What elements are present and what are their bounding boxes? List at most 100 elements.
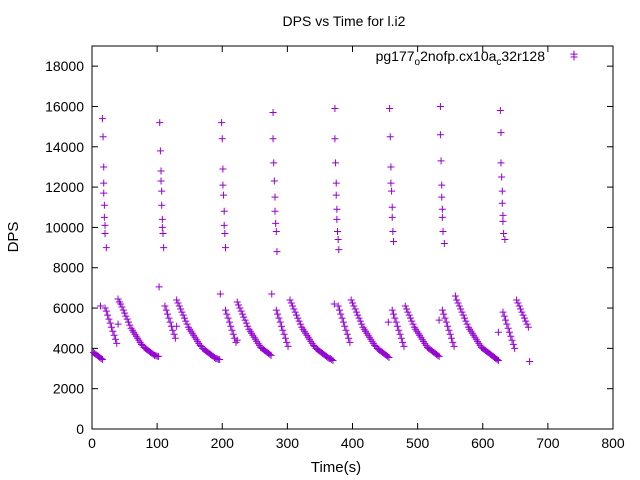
data-point bbox=[388, 213, 396, 221]
data-point bbox=[220, 207, 228, 215]
data-point bbox=[509, 340, 517, 348]
data-point bbox=[435, 352, 443, 360]
data-point bbox=[438, 306, 446, 314]
data-point bbox=[497, 159, 505, 167]
data-point bbox=[240, 313, 248, 321]
plot-frame bbox=[91, 45, 614, 430]
data-point bbox=[272, 227, 280, 235]
data-point bbox=[281, 334, 289, 342]
x-axis: 0 100 200 300 400 500 600 700 800 bbox=[88, 46, 625, 451]
data-point bbox=[500, 312, 508, 320]
data-point bbox=[126, 321, 134, 329]
data-point bbox=[449, 338, 457, 346]
x-tick-label: 700 bbox=[536, 435, 560, 451]
data-point bbox=[384, 318, 392, 326]
data-point bbox=[157, 177, 165, 185]
data-point bbox=[463, 320, 471, 328]
data-point bbox=[438, 181, 446, 189]
data-point bbox=[117, 300, 125, 308]
data-point bbox=[387, 179, 395, 187]
data-point bbox=[272, 306, 280, 314]
data-point bbox=[438, 205, 446, 213]
plot-border bbox=[91, 45, 614, 430]
legend-label: pg177o2nofp.cx10ac32r128 bbox=[376, 48, 546, 68]
data-point bbox=[331, 104, 339, 112]
data-point bbox=[352, 308, 360, 316]
data-point bbox=[384, 352, 392, 360]
y-axis-label: DPS bbox=[5, 222, 22, 253]
data-point bbox=[332, 179, 340, 187]
data-point bbox=[177, 305, 185, 313]
data-point bbox=[271, 193, 279, 201]
data-point bbox=[388, 203, 396, 211]
y-tick-label: 8000 bbox=[53, 260, 84, 276]
data-point bbox=[458, 308, 466, 316]
data-point bbox=[447, 334, 455, 342]
data-point bbox=[179, 311, 187, 319]
data-point bbox=[438, 193, 446, 201]
data-point bbox=[233, 336, 241, 344]
data-point bbox=[223, 310, 231, 318]
data-point bbox=[236, 304, 244, 312]
data-point bbox=[96, 302, 104, 310]
data-point bbox=[397, 334, 405, 342]
data-point bbox=[331, 135, 339, 143]
data-point bbox=[228, 326, 236, 334]
data-point bbox=[286, 296, 294, 304]
data-point bbox=[501, 236, 509, 244]
data-point bbox=[392, 318, 400, 326]
data-point bbox=[182, 317, 190, 325]
data-point bbox=[436, 131, 444, 139]
data-point bbox=[332, 159, 340, 167]
data-point bbox=[225, 318, 233, 326]
x-tick-label: 300 bbox=[276, 435, 300, 451]
y-tick-label: 10000 bbox=[45, 219, 84, 235]
data-point bbox=[437, 157, 445, 165]
data-point bbox=[388, 187, 396, 195]
data-point bbox=[292, 311, 300, 319]
data-point bbox=[450, 342, 458, 350]
data-point bbox=[514, 299, 522, 307]
x-tick-label: 500 bbox=[406, 435, 430, 451]
data-point bbox=[343, 330, 351, 338]
data-point bbox=[341, 322, 349, 330]
data-point bbox=[235, 301, 243, 309]
legend-part: pg177 bbox=[376, 48, 415, 64]
data-point bbox=[334, 302, 342, 310]
data-point bbox=[102, 307, 110, 315]
data-point bbox=[390, 310, 398, 318]
data-point bbox=[268, 290, 276, 298]
data-point bbox=[219, 165, 227, 173]
data-point bbox=[157, 167, 165, 175]
data-point bbox=[161, 302, 169, 310]
data-point bbox=[339, 318, 347, 326]
x-tick-label: 600 bbox=[471, 435, 495, 451]
data-point bbox=[497, 129, 505, 137]
data-point bbox=[175, 302, 183, 310]
data-point bbox=[385, 353, 393, 361]
x-tick-label: 200 bbox=[211, 435, 235, 451]
data-point bbox=[114, 295, 122, 303]
data-point bbox=[100, 201, 108, 209]
data-point bbox=[266, 350, 274, 358]
data-point bbox=[461, 314, 469, 322]
data-point bbox=[507, 332, 515, 340]
data-point bbox=[526, 357, 534, 365]
data-point bbox=[276, 318, 284, 326]
data-point bbox=[97, 354, 105, 362]
data-point bbox=[219, 181, 227, 189]
data-point bbox=[337, 310, 345, 318]
data-point bbox=[462, 317, 470, 325]
data-point bbox=[154, 352, 162, 360]
data-point bbox=[347, 296, 355, 304]
data-point bbox=[169, 326, 177, 334]
data-point bbox=[222, 244, 230, 252]
y-tick-label: 12000 bbox=[45, 179, 84, 195]
data-point bbox=[440, 310, 448, 318]
data-point bbox=[216, 355, 224, 363]
data-point bbox=[441, 314, 449, 322]
data-point bbox=[220, 191, 228, 199]
data-point bbox=[358, 320, 366, 328]
data-point bbox=[101, 304, 109, 312]
